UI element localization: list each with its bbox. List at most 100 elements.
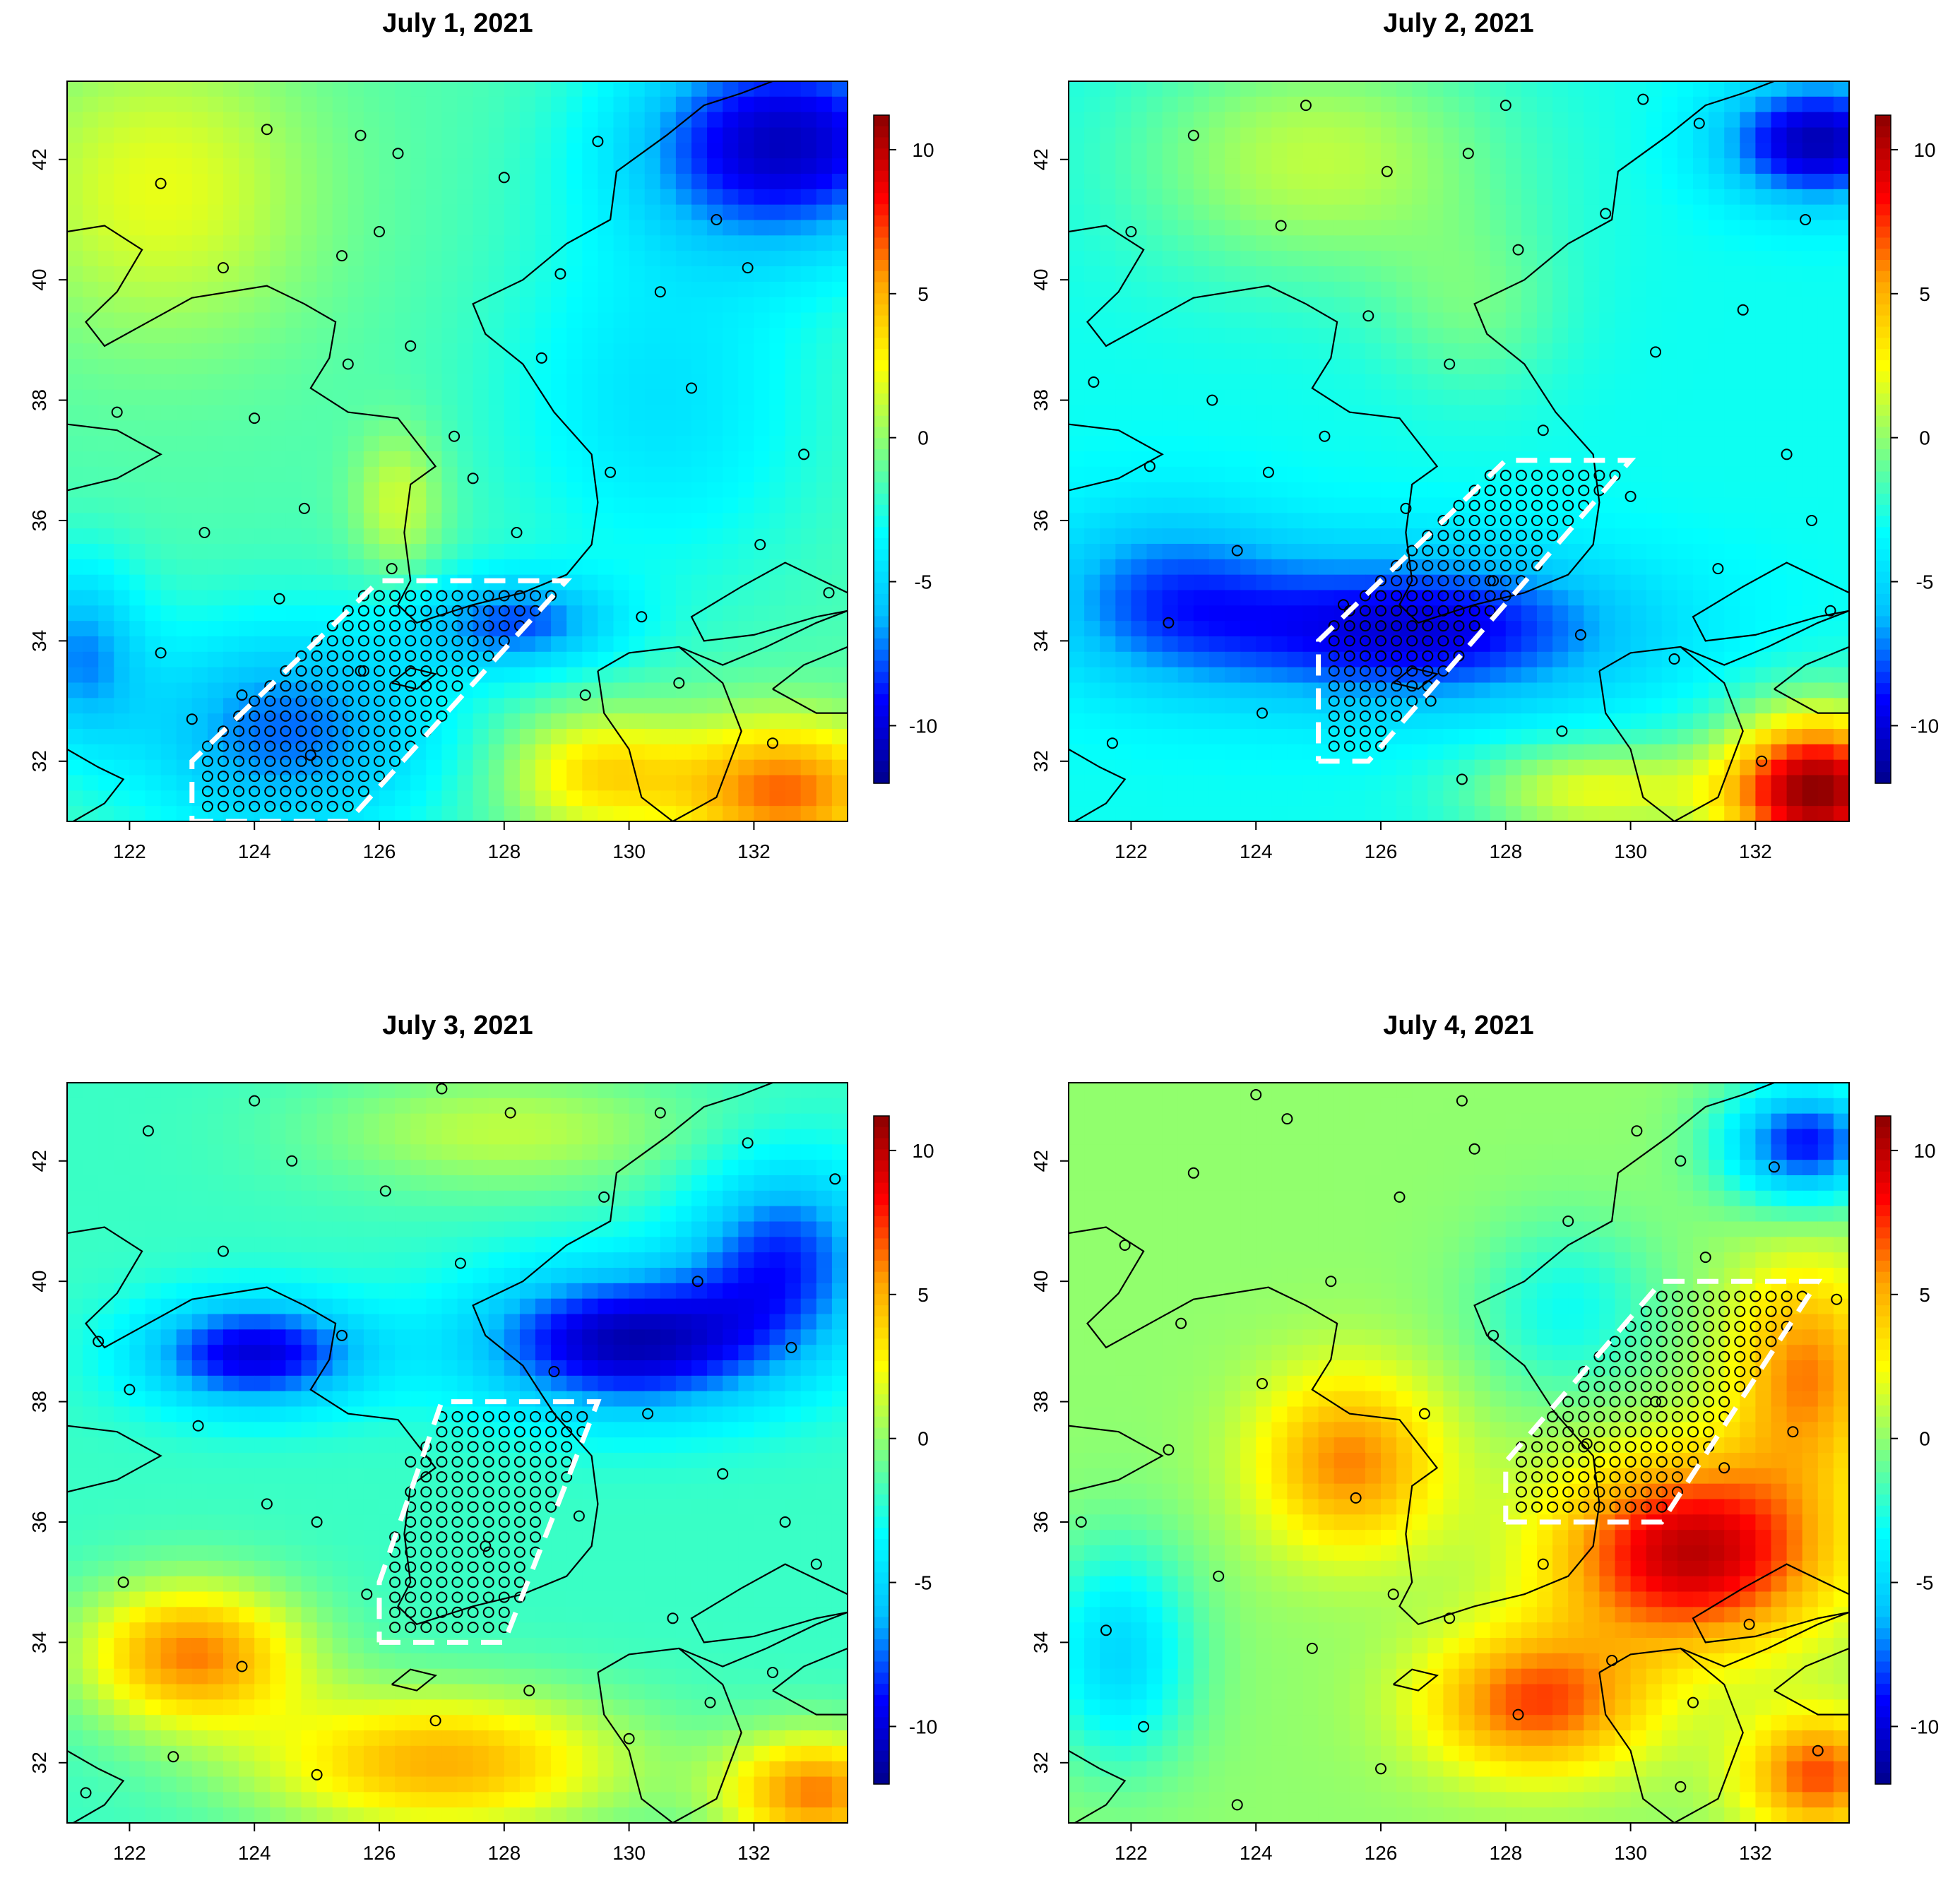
heatmap-cell — [1521, 312, 1538, 328]
heatmap-cell — [301, 528, 318, 545]
heatmap-cell — [1615, 297, 1632, 314]
heatmap-cell — [239, 204, 255, 221]
heatmap-cell — [675, 297, 692, 314]
heatmap-cell — [160, 605, 177, 622]
heatmap-cell — [1146, 759, 1163, 776]
heatmap-cell — [410, 158, 427, 174]
heatmap-cell — [644, 343, 661, 359]
heatmap-cell — [285, 143, 302, 159]
heatmap-cell — [1630, 420, 1647, 436]
heatmap-cell — [1302, 112, 1319, 129]
heatmap-cell — [1225, 389, 1241, 406]
heatmap-cell — [1802, 297, 1819, 314]
heatmap-cell — [239, 81, 255, 97]
heatmap-cell — [1724, 143, 1740, 159]
heatmap-cell — [1302, 513, 1319, 529]
heatmap-cell — [426, 790, 442, 807]
heatmap-cell — [98, 744, 114, 761]
heatmap-cell — [1396, 420, 1413, 436]
heatmap-cell — [1490, 174, 1507, 190]
heatmap-cell — [285, 189, 302, 206]
heatmap-cell — [800, 698, 817, 714]
heatmap-cell — [332, 343, 349, 359]
heatmap-cell — [660, 143, 677, 159]
heatmap-cell — [223, 621, 239, 637]
heatmap-cell — [1630, 436, 1647, 452]
heatmap-cell — [1505, 297, 1522, 314]
heatmap-cell — [754, 158, 771, 174]
heatmap-cell — [1552, 235, 1569, 251]
heatmap-cell — [1474, 729, 1491, 745]
grid-station-marker — [357, 755, 369, 767]
heatmap-cell — [1786, 451, 1803, 468]
heatmap-cell — [1193, 713, 1210, 730]
heatmap-cell — [1240, 482, 1257, 499]
heatmap-cell — [1240, 112, 1257, 129]
heatmap-cell — [1709, 528, 1725, 545]
heatmap-cell — [1302, 389, 1319, 406]
coastline — [391, 667, 438, 690]
heatmap-cell — [1302, 713, 1319, 730]
heatmap-cell — [613, 328, 630, 344]
heatmap-cell — [1474, 81, 1491, 97]
station-marker — [766, 737, 778, 749]
heatmap-cell — [1412, 605, 1428, 622]
heatmap-cell — [441, 174, 458, 190]
heatmap-cell — [348, 466, 364, 483]
colorbar-segment — [874, 126, 889, 138]
heatmap-cell — [1584, 636, 1600, 653]
heatmap-cell — [191, 667, 208, 684]
heatmap-cell — [644, 420, 661, 436]
heatmap-cell — [1833, 667, 1849, 684]
heatmap-cell — [1084, 759, 1100, 776]
heatmap-cell — [83, 698, 99, 714]
heatmap-cell — [675, 251, 692, 267]
heatmap-cell — [504, 759, 521, 776]
heatmap-cell — [1474, 698, 1491, 714]
heatmap-cell — [1443, 682, 1460, 699]
heatmap-cell — [1677, 96, 1694, 113]
heatmap-cell — [1568, 574, 1584, 591]
heatmap-cell — [160, 528, 177, 545]
heatmap-cell — [519, 174, 536, 190]
heatmap-cell — [691, 513, 708, 529]
heatmap-cell — [395, 790, 411, 807]
heatmap-cell — [598, 559, 614, 576]
heatmap-cell — [660, 806, 677, 821]
heatmap-cell — [1396, 312, 1413, 328]
heatmap-cell — [1177, 636, 1194, 653]
heatmap-cell — [457, 436, 474, 452]
station-marker — [198, 527, 210, 538]
heatmap-cell — [1677, 343, 1694, 359]
heatmap-cell — [1584, 420, 1600, 436]
heatmap-cell — [176, 497, 193, 513]
heatmap-cell — [1802, 359, 1819, 375]
heatmap-cell — [1771, 482, 1788, 499]
heatmap-cell — [1677, 636, 1694, 653]
heatmap-cell — [1146, 729, 1163, 745]
heatmap-cell — [1240, 729, 1257, 745]
heatmap-cell — [145, 359, 162, 375]
heatmap-cell — [800, 790, 817, 807]
heatmap-cell — [1100, 143, 1116, 159]
heatmap-cell — [644, 790, 661, 807]
heatmap-cell — [441, 744, 458, 761]
heatmap-cell — [519, 204, 536, 221]
heatmap-cell — [1256, 343, 1272, 359]
heatmap-cell — [800, 744, 817, 761]
heatmap-cell — [1396, 235, 1413, 251]
x-tick-label: 132 — [737, 840, 771, 862]
heatmap-cell — [1709, 713, 1725, 730]
heatmap-cell — [379, 497, 396, 513]
heatmap-cell — [160, 667, 177, 684]
heatmap-cell — [176, 651, 193, 668]
heatmap-cell — [1302, 266, 1319, 283]
heatmap-cell — [1709, 590, 1725, 606]
heatmap-cell — [816, 189, 833, 206]
heatmap-cell — [129, 698, 146, 714]
heatmap-cell — [98, 158, 114, 174]
heatmap-cell — [316, 574, 333, 591]
heatmap-cell — [1474, 112, 1491, 129]
heatmap-cell — [67, 574, 83, 591]
heatmap-cell — [1693, 497, 1709, 513]
